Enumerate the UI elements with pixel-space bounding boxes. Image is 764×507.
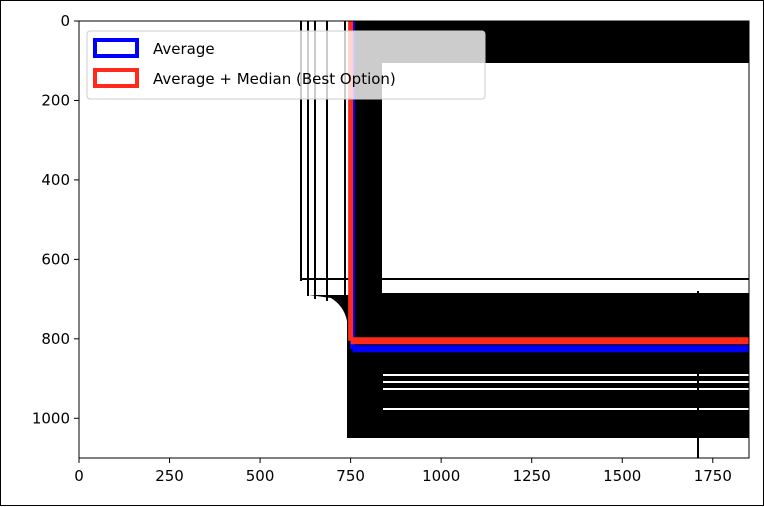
bottom-black-block [381, 293, 749, 438]
edge-line-1 [300, 21, 302, 281]
y-tick-label: 0 [60, 12, 70, 30]
x-axis-ticks: 0 250 500 750 1000 1250 1500 1750 [74, 458, 732, 485]
white-stripe-4 [383, 408, 749, 410]
x-tick-label: 1500 [603, 467, 641, 485]
y-axis-ticks: 0 200 400 600 800 1000 [32, 12, 79, 427]
legend-swatch-average-median [93, 68, 139, 88]
edge-line-4 [326, 21, 328, 301]
x-tick-label: 1750 [694, 467, 732, 485]
legend-box [86, 30, 486, 100]
y-tick-label: 200 [41, 91, 70, 109]
mid-horizontal-line [300, 278, 749, 280]
x-tick-label: 500 [246, 467, 275, 485]
white-stripe-1 [383, 374, 749, 376]
edge-line-2 [307, 21, 309, 296]
legend-swatch-average [93, 38, 139, 58]
x-tick-label: 0 [74, 467, 84, 485]
x-tick-label: 1250 [513, 467, 551, 485]
y-tick-label: 600 [41, 250, 70, 268]
x-tick-label: 1000 [422, 467, 460, 485]
white-stripe-2 [383, 381, 749, 383]
axes-frame [78, 20, 750, 459]
white-stripe-3 [383, 388, 749, 390]
y-tick-label: 400 [41, 171, 70, 189]
legend-label-average: Average [153, 40, 215, 58]
legend-label-average-median: Average + Median (Best Option) [153, 70, 396, 88]
x-tick-label: 250 [155, 467, 184, 485]
y-tick-label: 800 [41, 330, 70, 348]
y-tick-label: 1000 [32, 409, 70, 427]
x-tick-label: 750 [336, 467, 365, 485]
legend: Average Average + Median (Best Option) [86, 30, 486, 100]
right-vertical-line [697, 291, 699, 458]
image-content [300, 21, 749, 458]
edge-line-5 [344, 21, 346, 311]
edge-line-3 [314, 21, 316, 299]
